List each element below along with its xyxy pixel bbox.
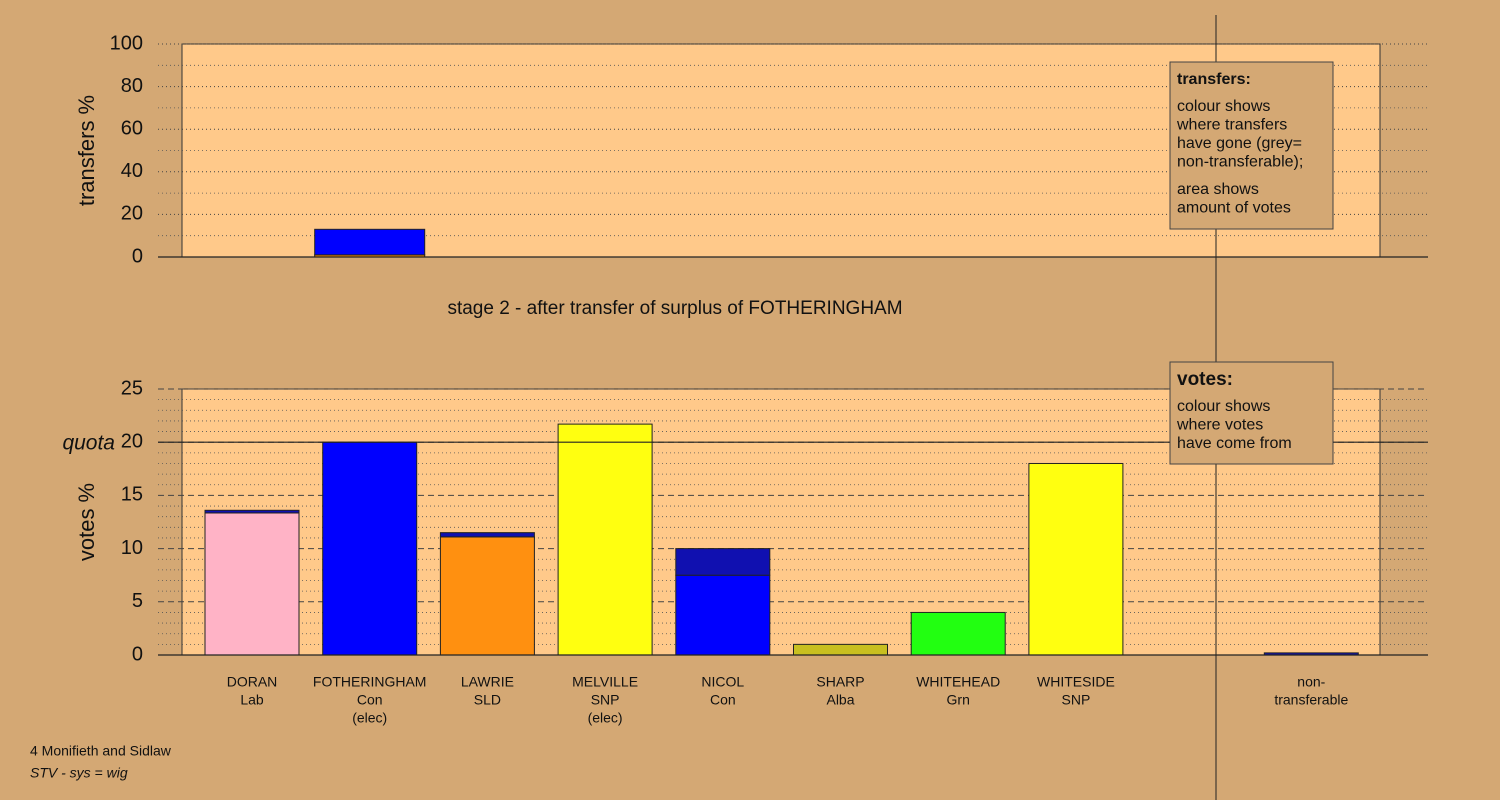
legend-title: votes: — [1177, 369, 1233, 390]
x-tick-label: (elec) — [588, 710, 623, 726]
bar-segment — [793, 643, 888, 656]
x-tick-label: WHITESIDE — [1037, 674, 1115, 690]
y-tick-label: 10 — [121, 537, 143, 559]
x-tick-label: (elec) — [352, 710, 387, 726]
quota-label: quota — [62, 432, 115, 455]
x-tick-label: NICOL — [701, 674, 744, 690]
x-tick-label: Con — [357, 692, 383, 708]
x-tick-label: SNP — [1062, 692, 1091, 708]
x-tick-label: WHITEHEAD — [916, 674, 1000, 690]
y-axis-label: votes % — [74, 483, 99, 561]
bar-segment — [910, 611, 1006, 656]
y-tick-label: 0 — [132, 245, 143, 267]
bar-segment — [439, 536, 535, 656]
legend-text: area shows — [1177, 181, 1259, 198]
y-axis-label: transfers % — [74, 95, 99, 206]
legend-text: have gone (grey= — [1177, 135, 1302, 152]
bar-segment — [675, 574, 771, 656]
y-tick-label: 60 — [121, 117, 143, 139]
legend-text: colour shows — [1177, 98, 1270, 115]
x-tick-label: non- — [1297, 674, 1325, 690]
y-tick-label: 20 — [121, 203, 143, 225]
legend-title: transfers: — [1177, 71, 1251, 88]
footer-text: 4 Monifieth and Sidlaw — [30, 743, 172, 759]
y-tick-label: 40 — [121, 160, 143, 182]
bar-segment — [675, 548, 771, 576]
legend-text: where votes — [1176, 417, 1263, 434]
bar-segment — [204, 509, 300, 514]
x-tick-label: MELVILLE — [572, 674, 638, 690]
legend-text: colour shows — [1177, 398, 1270, 415]
x-tick-label: SHARP — [816, 674, 864, 690]
bar-segment — [1028, 462, 1124, 656]
legend-text: amount of votes — [1177, 200, 1291, 217]
y-tick-label: 20 — [121, 430, 143, 452]
x-tick-label: Alba — [826, 692, 854, 708]
bar-segment — [557, 423, 653, 656]
bar-segment — [314, 228, 426, 256]
bar-segment — [439, 532, 535, 538]
chart-title: stage 2 - after transfer of surplus of F… — [447, 298, 902, 319]
y-tick-label: 5 — [132, 590, 143, 612]
x-tick-label: SLD — [474, 692, 501, 708]
x-tick-label: SNP — [591, 692, 620, 708]
x-tick-label: LAWRIE — [461, 674, 514, 690]
x-tick-label: Grn — [947, 692, 970, 708]
x-tick-label: transferable — [1274, 692, 1348, 708]
legend-box — [1169, 361, 1334, 465]
bar-segment — [204, 512, 300, 656]
legend-box — [1169, 61, 1334, 230]
legend-text: where transfers — [1176, 117, 1287, 134]
x-tick-label: DORAN — [227, 674, 278, 690]
footer-text: STV - sys = wig — [30, 765, 128, 781]
y-tick-label: 80 — [121, 75, 143, 97]
y-tick-label: 25 — [121, 377, 143, 399]
y-tick-label: 15 — [121, 484, 143, 506]
x-tick-label: FOTHERINGHAM — [313, 674, 427, 690]
x-tick-label: Lab — [240, 692, 264, 708]
bar-segment — [322, 441, 418, 656]
legend-text: non-transferable); — [1177, 154, 1303, 171]
y-tick-label: 0 — [132, 643, 143, 665]
x-tick-label: Con — [710, 692, 736, 708]
legend-text: have come from — [1177, 435, 1292, 452]
y-tick-label: 100 — [110, 32, 143, 54]
